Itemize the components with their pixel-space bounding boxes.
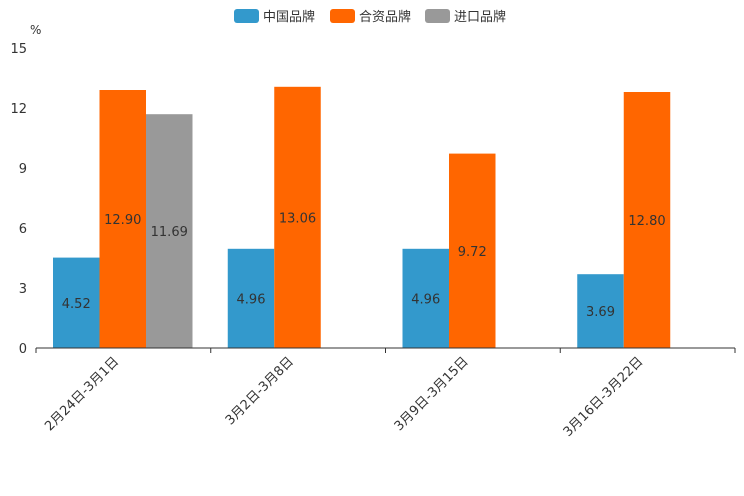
data-label-0-1: 12.90	[104, 213, 141, 228]
data-label-2-1: 9.72	[458, 245, 487, 260]
bar-3-0[interactable]	[577, 274, 624, 348]
y-tick-label: 12	[10, 102, 27, 117]
y-tick-label: 15	[10, 42, 27, 57]
x-tick-label: 3月2日-3月8日	[223, 354, 297, 428]
bar-1-1[interactable]	[274, 86, 321, 349]
data-label-3-1: 12.80	[628, 214, 665, 229]
data-label-1-1: 13.06	[279, 211, 316, 226]
y-axis: 0 3 6 9 12 15	[10, 42, 27, 357]
data-label-0-0: 4.52	[62, 297, 91, 312]
x-tick-label: 3月9日-3月15日	[392, 354, 472, 434]
data-label-2-0: 4.96	[411, 292, 440, 307]
bar-3-1[interactable]	[623, 92, 671, 348]
x-tick-label: 2月24日-3月1日	[42, 354, 122, 434]
y-tick-label: 9	[19, 162, 27, 177]
y-tick-label: 0	[19, 342, 27, 357]
data-label-1-0: 4.96	[237, 292, 266, 307]
legend-swatch-2[interactable]	[425, 9, 450, 23]
bar-0-0[interactable]	[53, 257, 100, 348]
legend-swatch-0[interactable]	[234, 9, 259, 23]
x-axis: 2月24日-3月1日 3月2日-3月8日 3月9日-3月15日 3月16日-3月22日	[35, 347, 736, 440]
legend-swatch-1[interactable]	[330, 9, 355, 23]
legend-label-2[interactable]: 进口品牌	[454, 9, 506, 25]
data-label-3-0: 3.69	[586, 305, 615, 320]
x-tick-label: 3月16日-3月22日	[561, 354, 647, 440]
bar-series-group: 4.52 12.90 11.69 4.96 13.06 4.96 9.72 3.69 12.80	[53, 86, 671, 349]
data-label-0-2: 11.69	[151, 225, 188, 240]
bar-2-1[interactable]	[449, 153, 496, 348]
bar-2-0[interactable]	[402, 248, 450, 348]
y-tick-label: 6	[19, 222, 27, 237]
y-axis-unit-label: %	[30, 23, 41, 37]
y-tick-label: 3	[19, 282, 27, 297]
legend-label-0[interactable]: 中国品牌	[263, 9, 315, 25]
bar-0-2[interactable]	[146, 114, 193, 348]
bar-1-0[interactable]	[227, 248, 275, 348]
legend-label-1[interactable]: 合资品牌	[359, 9, 411, 25]
bar-0-1[interactable]	[99, 90, 147, 348]
legend: 中国品牌 合资品牌 进口品牌	[234, 9, 506, 25]
